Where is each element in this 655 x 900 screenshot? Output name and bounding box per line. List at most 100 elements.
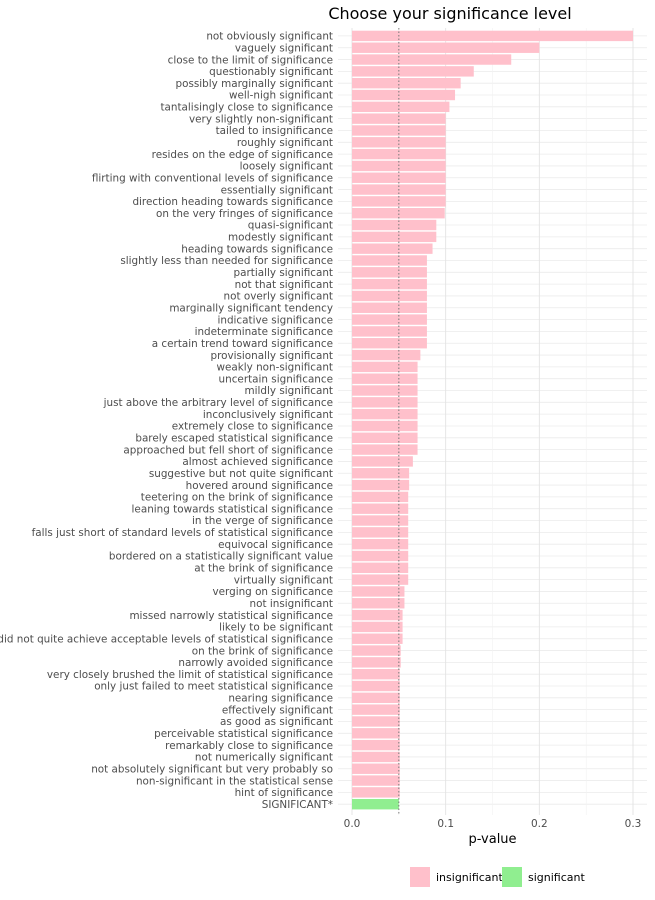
bar bbox=[352, 101, 450, 113]
category-label: marginally significant tendency bbox=[169, 302, 333, 314]
category-label: just above the arbitrary level of signif… bbox=[103, 397, 333, 409]
category-label: effectively significant bbox=[222, 704, 333, 716]
bar bbox=[352, 645, 401, 656]
bar bbox=[352, 692, 400, 704]
category-label: tailed to insignificance bbox=[216, 125, 333, 137]
bar bbox=[352, 716, 400, 727]
bar bbox=[352, 137, 446, 148]
bar bbox=[352, 550, 409, 562]
category-label: falls just short of standard levels of s… bbox=[32, 527, 333, 539]
bar bbox=[352, 385, 418, 396]
category-label: close to the limit of significance bbox=[168, 54, 333, 66]
category-label: not overly significant bbox=[224, 291, 333, 303]
bar bbox=[352, 432, 418, 443]
category-label: very closely brushed the limit of statis… bbox=[47, 669, 333, 681]
legend-label-insignificant: insignificant bbox=[436, 871, 504, 884]
category-label: quasi-significant bbox=[248, 220, 333, 232]
x-tick-label: 0.0 bbox=[344, 818, 361, 830]
bar bbox=[352, 338, 427, 349]
category-label: flirting with conventional levels of sig… bbox=[92, 172, 333, 184]
bar bbox=[352, 66, 474, 77]
category-label: not obviously significant bbox=[206, 31, 333, 43]
category-label: narrowly avoided significance bbox=[178, 657, 333, 669]
bar bbox=[352, 420, 418, 432]
bar bbox=[352, 775, 400, 786]
bar bbox=[352, 763, 400, 774]
bar bbox=[352, 668, 400, 680]
category-label: almost achieved significance bbox=[182, 456, 333, 468]
bar bbox=[352, 538, 409, 550]
category-label: roughly significant bbox=[237, 137, 333, 149]
category-label: not insignificant bbox=[250, 598, 333, 610]
category-label: very slightly non-significant bbox=[189, 113, 333, 125]
bar bbox=[352, 468, 410, 479]
category-label: leaning towards statistical significance bbox=[132, 503, 333, 515]
category-label: equivocal significance bbox=[218, 539, 333, 551]
bar bbox=[352, 54, 512, 65]
category-label: not numerically significant bbox=[195, 752, 333, 764]
category-label: nearing significance bbox=[228, 693, 333, 705]
bar bbox=[352, 42, 540, 53]
category-label: slightly less than needed for significan… bbox=[120, 255, 333, 267]
bar bbox=[352, 314, 427, 325]
bar bbox=[352, 609, 403, 621]
bar bbox=[352, 739, 400, 751]
bar bbox=[352, 728, 400, 739]
category-label: barely escaped statistical significance bbox=[135, 432, 333, 444]
category-label: not that significant bbox=[235, 279, 333, 291]
bar bbox=[352, 278, 427, 290]
category-label: likely to be significant bbox=[219, 622, 333, 634]
x-tick-label: 0.1 bbox=[437, 818, 454, 830]
bar bbox=[352, 219, 437, 231]
bar bbox=[352, 208, 445, 219]
bar bbox=[352, 562, 409, 574]
category-label: only just failed to meet statistical sig… bbox=[94, 681, 333, 693]
bar bbox=[352, 787, 400, 798]
bar bbox=[352, 574, 409, 585]
bar bbox=[352, 172, 446, 183]
x-tick-label: 0.3 bbox=[625, 818, 642, 830]
category-label: teetering on the brink of significance bbox=[141, 492, 333, 504]
category-label: partially significant bbox=[234, 267, 333, 279]
category-label: well-nigh significant bbox=[229, 90, 333, 102]
bar bbox=[352, 113, 446, 124]
legend-swatch-significant bbox=[502, 867, 522, 887]
bar bbox=[352, 349, 421, 361]
bar bbox=[352, 77, 461, 89]
bar bbox=[352, 267, 427, 278]
bar bbox=[352, 586, 405, 597]
bar bbox=[352, 30, 633, 42]
bar bbox=[352, 444, 418, 455]
category-label: hint of significance bbox=[235, 787, 333, 799]
category-label: essentially significant bbox=[221, 184, 333, 196]
bar bbox=[352, 196, 446, 207]
category-label: inconclusively significant bbox=[203, 409, 333, 421]
bar bbox=[352, 397, 418, 408]
category-label: tantalisingly close to significance bbox=[160, 102, 333, 114]
legend-swatch-insignificant bbox=[410, 867, 430, 887]
category-label: direction heading towards significance bbox=[132, 196, 333, 208]
bar bbox=[352, 361, 418, 373]
category-label: at the brink of significance bbox=[194, 563, 333, 575]
category-label: bordered on a statistically significant … bbox=[109, 551, 333, 563]
x-axis-ticks: 0.0 0.1 0.2 0.3 bbox=[344, 818, 642, 830]
bar bbox=[352, 456, 413, 467]
category-label: a certain trend toward significance bbox=[152, 338, 333, 350]
bar bbox=[352, 326, 427, 337]
category-label: vaguely significant bbox=[235, 42, 333, 54]
bar bbox=[352, 527, 409, 538]
category-label: verging on significance bbox=[212, 586, 333, 598]
bar bbox=[352, 373, 418, 384]
bar bbox=[352, 408, 418, 420]
bar bbox=[352, 503, 409, 514]
chart-title: Choose your significance level bbox=[328, 4, 571, 23]
category-label: not absolutely significant but very prob… bbox=[91, 763, 333, 775]
category-label: heading towards significance bbox=[181, 243, 333, 255]
category-label: mildly significant bbox=[245, 385, 333, 397]
category-label: modestly significant bbox=[228, 232, 333, 244]
category-label: as good as significant bbox=[220, 716, 333, 728]
category-label: did not quite achieve acceptable levels … bbox=[0, 633, 333, 645]
category-label: on the brink of significance bbox=[192, 645, 333, 657]
